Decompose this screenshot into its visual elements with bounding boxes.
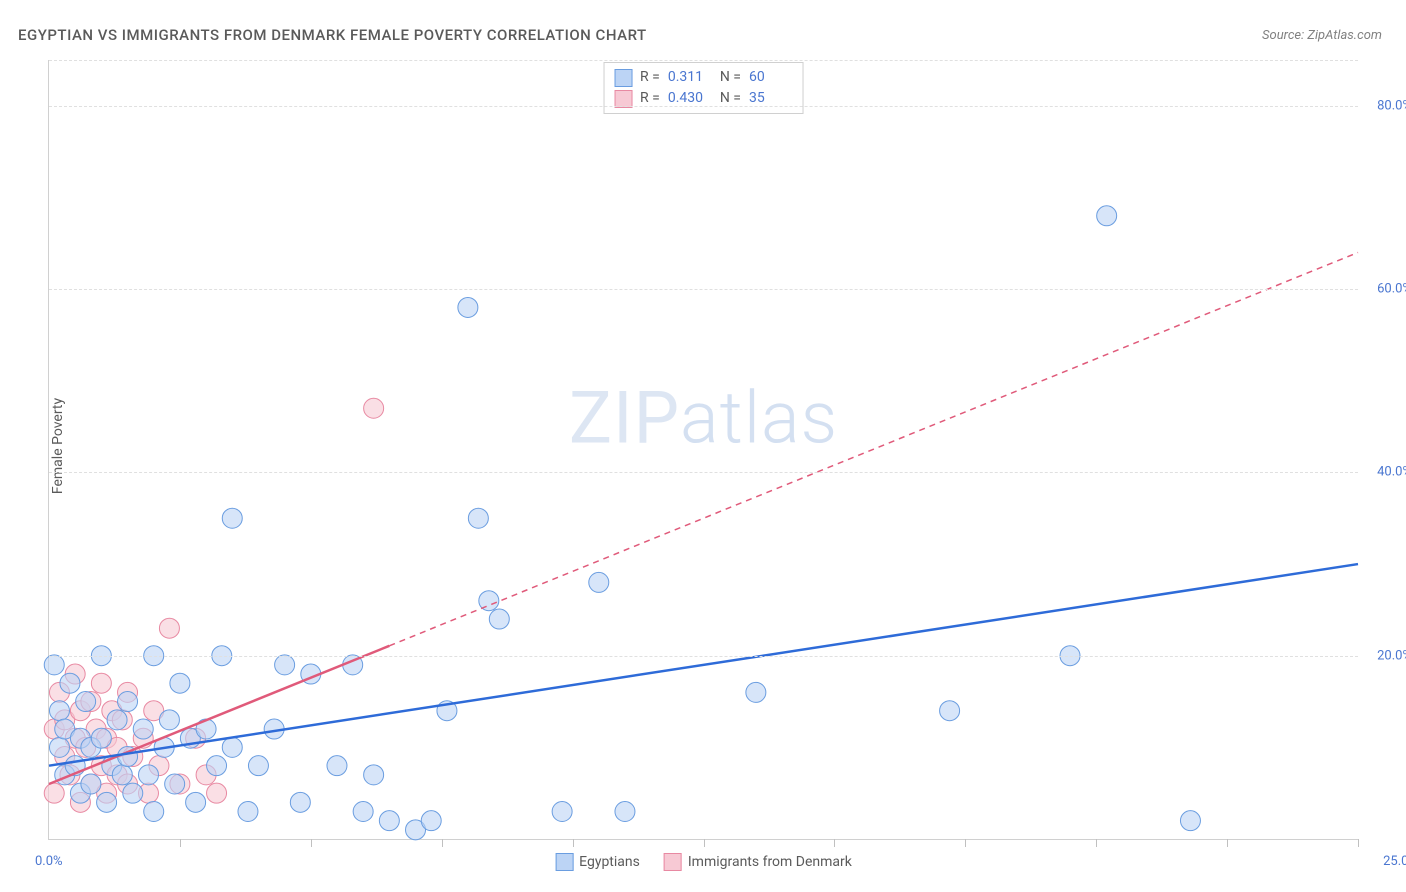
x-axis-max-label: 25.0% [1383, 854, 1406, 869]
x-tick [1358, 839, 1359, 847]
chart-title: EGYPTIAN VS IMMIGRANTS FROM DENMARK FEMA… [18, 26, 647, 44]
swatch-pink-icon [664, 853, 682, 871]
x-tick [180, 839, 181, 847]
legend-item-denmark: Immigrants from Denmark [664, 853, 852, 871]
gridline-h [49, 60, 1358, 61]
gridline-h [49, 289, 1358, 290]
source-attribution: Source: ZipAtlas.com [1262, 28, 1382, 43]
scatter-svg [49, 60, 1358, 839]
x-tick [311, 839, 312, 847]
x-tick [442, 839, 443, 847]
series-legend: Egyptians Immigrants from Denmark [555, 853, 852, 871]
x-axis-min-label: 0.0% [35, 854, 63, 869]
swatch-blue-icon [555, 853, 573, 871]
y-tick-label: 60.0% [1377, 282, 1406, 297]
x-tick [965, 839, 966, 847]
x-tick [704, 839, 705, 847]
y-tick-label: 80.0% [1377, 98, 1406, 113]
legend-item-egyptians: Egyptians [555, 853, 640, 871]
gridline-h [49, 472, 1358, 473]
gridline-h [49, 106, 1358, 107]
x-tick [573, 839, 574, 847]
plot-area: ZIPatlas R = 0.311 N = 60 R = 0.430 N = … [48, 60, 1358, 840]
x-tick [1096, 839, 1097, 847]
y-tick-label: 20.0% [1377, 648, 1406, 663]
gridline-h [49, 656, 1358, 657]
y-tick-label: 40.0% [1377, 465, 1406, 480]
x-tick [1227, 839, 1228, 847]
x-tick [834, 839, 835, 847]
